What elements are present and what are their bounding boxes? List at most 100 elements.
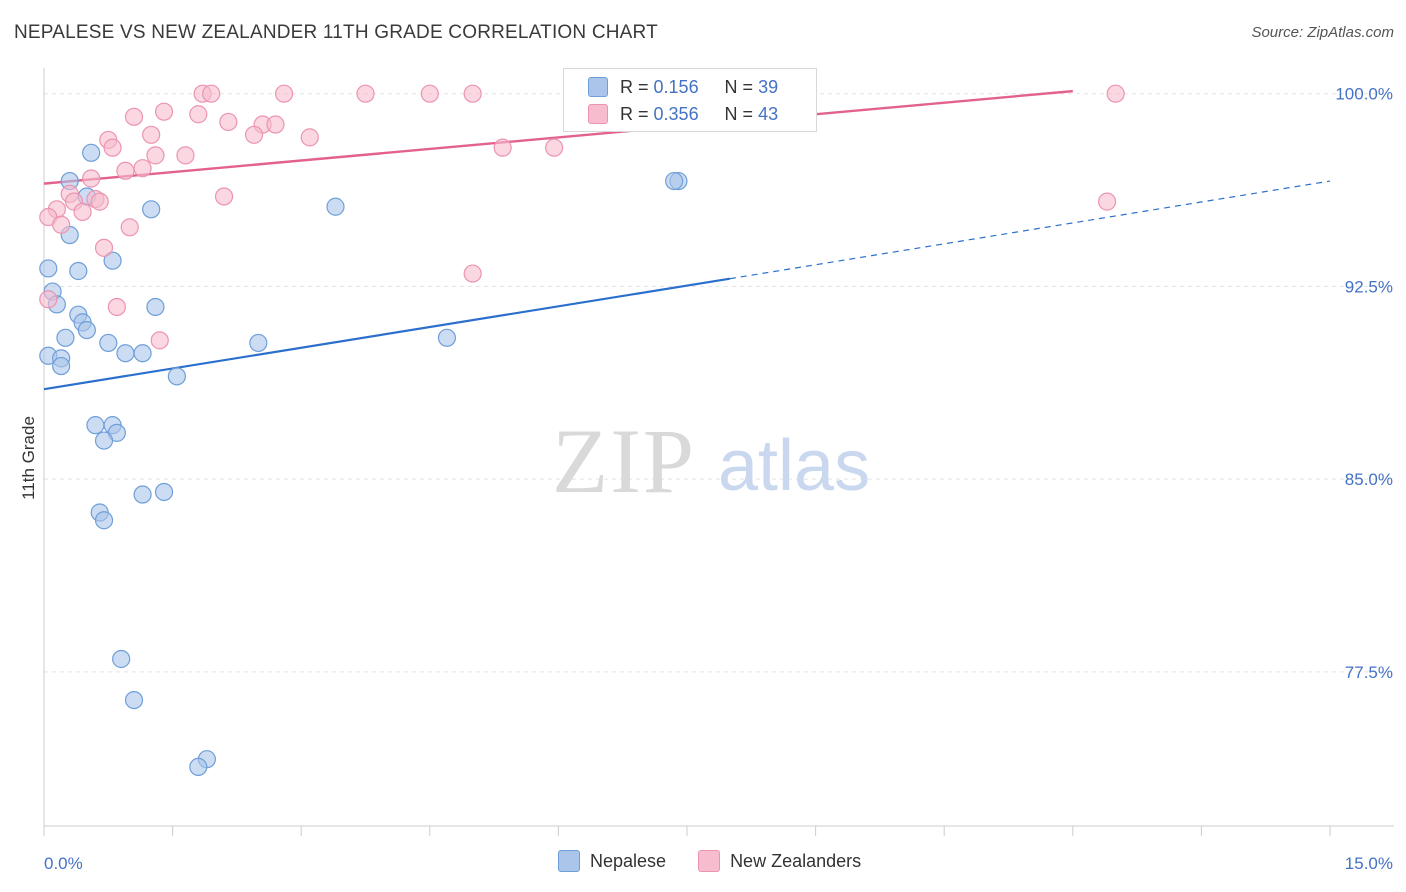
y-tick-label: 92.5% bbox=[1345, 277, 1393, 296]
x-tick-label: 0.0% bbox=[44, 854, 83, 873]
nz-point bbox=[146, 146, 165, 165]
legend-item-nepalese: Nepalese bbox=[558, 850, 666, 872]
legend-r-value: 0.356 bbox=[653, 103, 699, 124]
legend-n-label: N = bbox=[724, 76, 754, 97]
nz-point bbox=[52, 215, 71, 234]
nz-point bbox=[124, 107, 144, 126]
watermark-zip: ZIP bbox=[552, 410, 696, 512]
nepalese-point bbox=[189, 757, 208, 777]
watermark: ZIP atlas bbox=[552, 410, 870, 512]
nz-legend-swatch bbox=[698, 850, 721, 872]
nepalese-point bbox=[116, 344, 135, 363]
y-tick-label: 100.0% bbox=[1335, 85, 1393, 104]
nepalese-point bbox=[167, 367, 186, 386]
nz-point bbox=[107, 297, 126, 317]
nz-point bbox=[142, 125, 161, 144]
trend-lines bbox=[43, 89, 1331, 391]
nepalese-point bbox=[94, 511, 114, 530]
gridlines bbox=[44, 93, 1390, 673]
legend-row-nz: R = 0.356 N = 43 bbox=[588, 100, 778, 128]
nz-point bbox=[176, 146, 195, 165]
watermark-atlas: atlas bbox=[718, 426, 870, 506]
nepalese-point bbox=[133, 485, 152, 504]
nepalese-point bbox=[154, 482, 174, 502]
nepalese-point bbox=[133, 344, 152, 363]
legend-item-nz: New Zealanders bbox=[698, 850, 861, 872]
legend-label-nepalese: Nepalese bbox=[590, 850, 667, 871]
nepalese-point bbox=[249, 333, 268, 353]
nz-trend-line bbox=[43, 89, 1073, 185]
nepalese-point bbox=[437, 328, 457, 347]
legend-row-nepalese: R = 0.156 N = 39 bbox=[588, 73, 778, 101]
y-tick-labels: 77.5% 85.0% 92.5% 100.0% bbox=[1335, 85, 1393, 682]
nz-point bbox=[1106, 84, 1125, 103]
data-points bbox=[39, 84, 1125, 777]
x-tick-label: 15.0% bbox=[1345, 854, 1393, 873]
nz-point bbox=[154, 102, 174, 121]
nepalese-point bbox=[39, 259, 58, 278]
legend-r-label: R = bbox=[620, 103, 649, 124]
nz-point bbox=[463, 84, 482, 103]
nepalese-point bbox=[56, 328, 75, 347]
nz-point bbox=[545, 138, 564, 157]
nz-point bbox=[133, 159, 152, 178]
nepalese-point bbox=[86, 416, 105, 435]
nepalese-trend-extension bbox=[729, 180, 1331, 280]
nz-point bbox=[82, 169, 101, 188]
legend-n-value: 39 bbox=[758, 76, 779, 97]
nz-point bbox=[300, 128, 319, 147]
nz-point bbox=[214, 187, 234, 206]
axes bbox=[43, 68, 1394, 836]
source-label: Source: ZipAtlas.com bbox=[1251, 24, 1394, 41]
nz-point bbox=[244, 125, 264, 144]
legend-label-nz: New Zealanders bbox=[730, 850, 862, 871]
nz-point bbox=[202, 84, 221, 103]
y-axis-label: 11th Grade bbox=[19, 416, 38, 500]
nepalese-point bbox=[146, 297, 165, 317]
legend-n-value: 43 bbox=[758, 103, 779, 124]
nz-swatch bbox=[588, 104, 608, 124]
nepalese-point bbox=[112, 649, 131, 669]
nepalese-trend-line bbox=[43, 277, 731, 391]
nz-point bbox=[189, 105, 208, 124]
nepalese-point bbox=[69, 261, 88, 281]
y-tick-label: 77.5% bbox=[1345, 663, 1393, 682]
correlation-legend: R = 0.156 N = 39 R = 0.356 N = 43 bbox=[563, 68, 817, 132]
chart-title: NEPALESE VS NEW ZEALANDER 11TH GRADE COR… bbox=[14, 22, 658, 43]
nepalese-point bbox=[94, 431, 114, 450]
y-tick-label: 85.0% bbox=[1345, 470, 1393, 489]
nepalese-point bbox=[326, 197, 345, 216]
series-legend: Nepalese New Zealanders bbox=[558, 850, 893, 872]
nz-point bbox=[274, 84, 294, 103]
nz-point bbox=[463, 264, 482, 283]
nz-point bbox=[1097, 192, 1117, 211]
nz-point bbox=[116, 161, 135, 180]
legend-r-label: R = bbox=[620, 76, 649, 97]
nz-point bbox=[493, 138, 512, 157]
nepalese-point bbox=[665, 171, 684, 191]
nz-point bbox=[39, 290, 58, 309]
nepalese-point bbox=[82, 143, 101, 162]
nz-point bbox=[73, 202, 92, 221]
nepalese-point bbox=[77, 320, 96, 340]
nepalese-point bbox=[124, 690, 144, 710]
nz-point bbox=[120, 218, 139, 237]
nepalese-legend-swatch bbox=[558, 850, 580, 872]
nz-point bbox=[266, 115, 285, 134]
nz-point bbox=[356, 84, 375, 103]
nz-point bbox=[150, 331, 169, 350]
legend-r-value: 0.156 bbox=[653, 76, 699, 97]
nz-point bbox=[103, 138, 122, 157]
nepalese-point bbox=[52, 356, 71, 376]
x-tick-labels: 0.0% 15.0% bbox=[44, 854, 1393, 873]
nepalese-swatch bbox=[588, 77, 608, 97]
nepalese-point bbox=[99, 333, 118, 353]
nepalese-point bbox=[142, 200, 161, 219]
nz-point bbox=[420, 84, 439, 103]
nz-point bbox=[219, 112, 238, 132]
legend-n-label: N = bbox=[724, 103, 754, 124]
nepalese-point bbox=[103, 251, 122, 270]
nz-point bbox=[90, 192, 109, 211]
nz-point bbox=[94, 238, 114, 257]
